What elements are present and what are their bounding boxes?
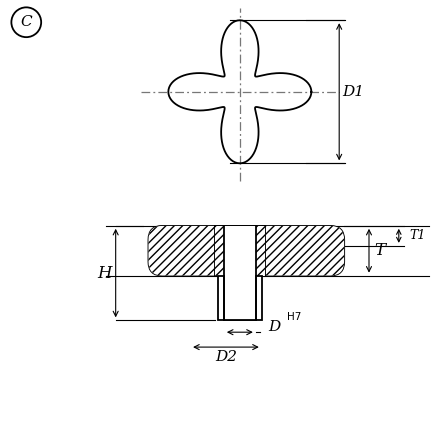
Polygon shape xyxy=(215,226,265,276)
Polygon shape xyxy=(218,276,262,320)
FancyBboxPatch shape xyxy=(149,226,344,276)
Text: C: C xyxy=(20,15,32,29)
Polygon shape xyxy=(224,276,256,320)
FancyBboxPatch shape xyxy=(149,226,344,276)
Polygon shape xyxy=(215,226,265,276)
Text: H: H xyxy=(98,264,112,282)
Polygon shape xyxy=(224,226,256,320)
Text: D2: D2 xyxy=(215,350,237,364)
Text: H7: H7 xyxy=(286,312,301,322)
Text: D1: D1 xyxy=(342,85,364,99)
Text: T: T xyxy=(374,242,385,259)
Text: T1: T1 xyxy=(410,229,426,242)
Text: D: D xyxy=(269,320,281,334)
